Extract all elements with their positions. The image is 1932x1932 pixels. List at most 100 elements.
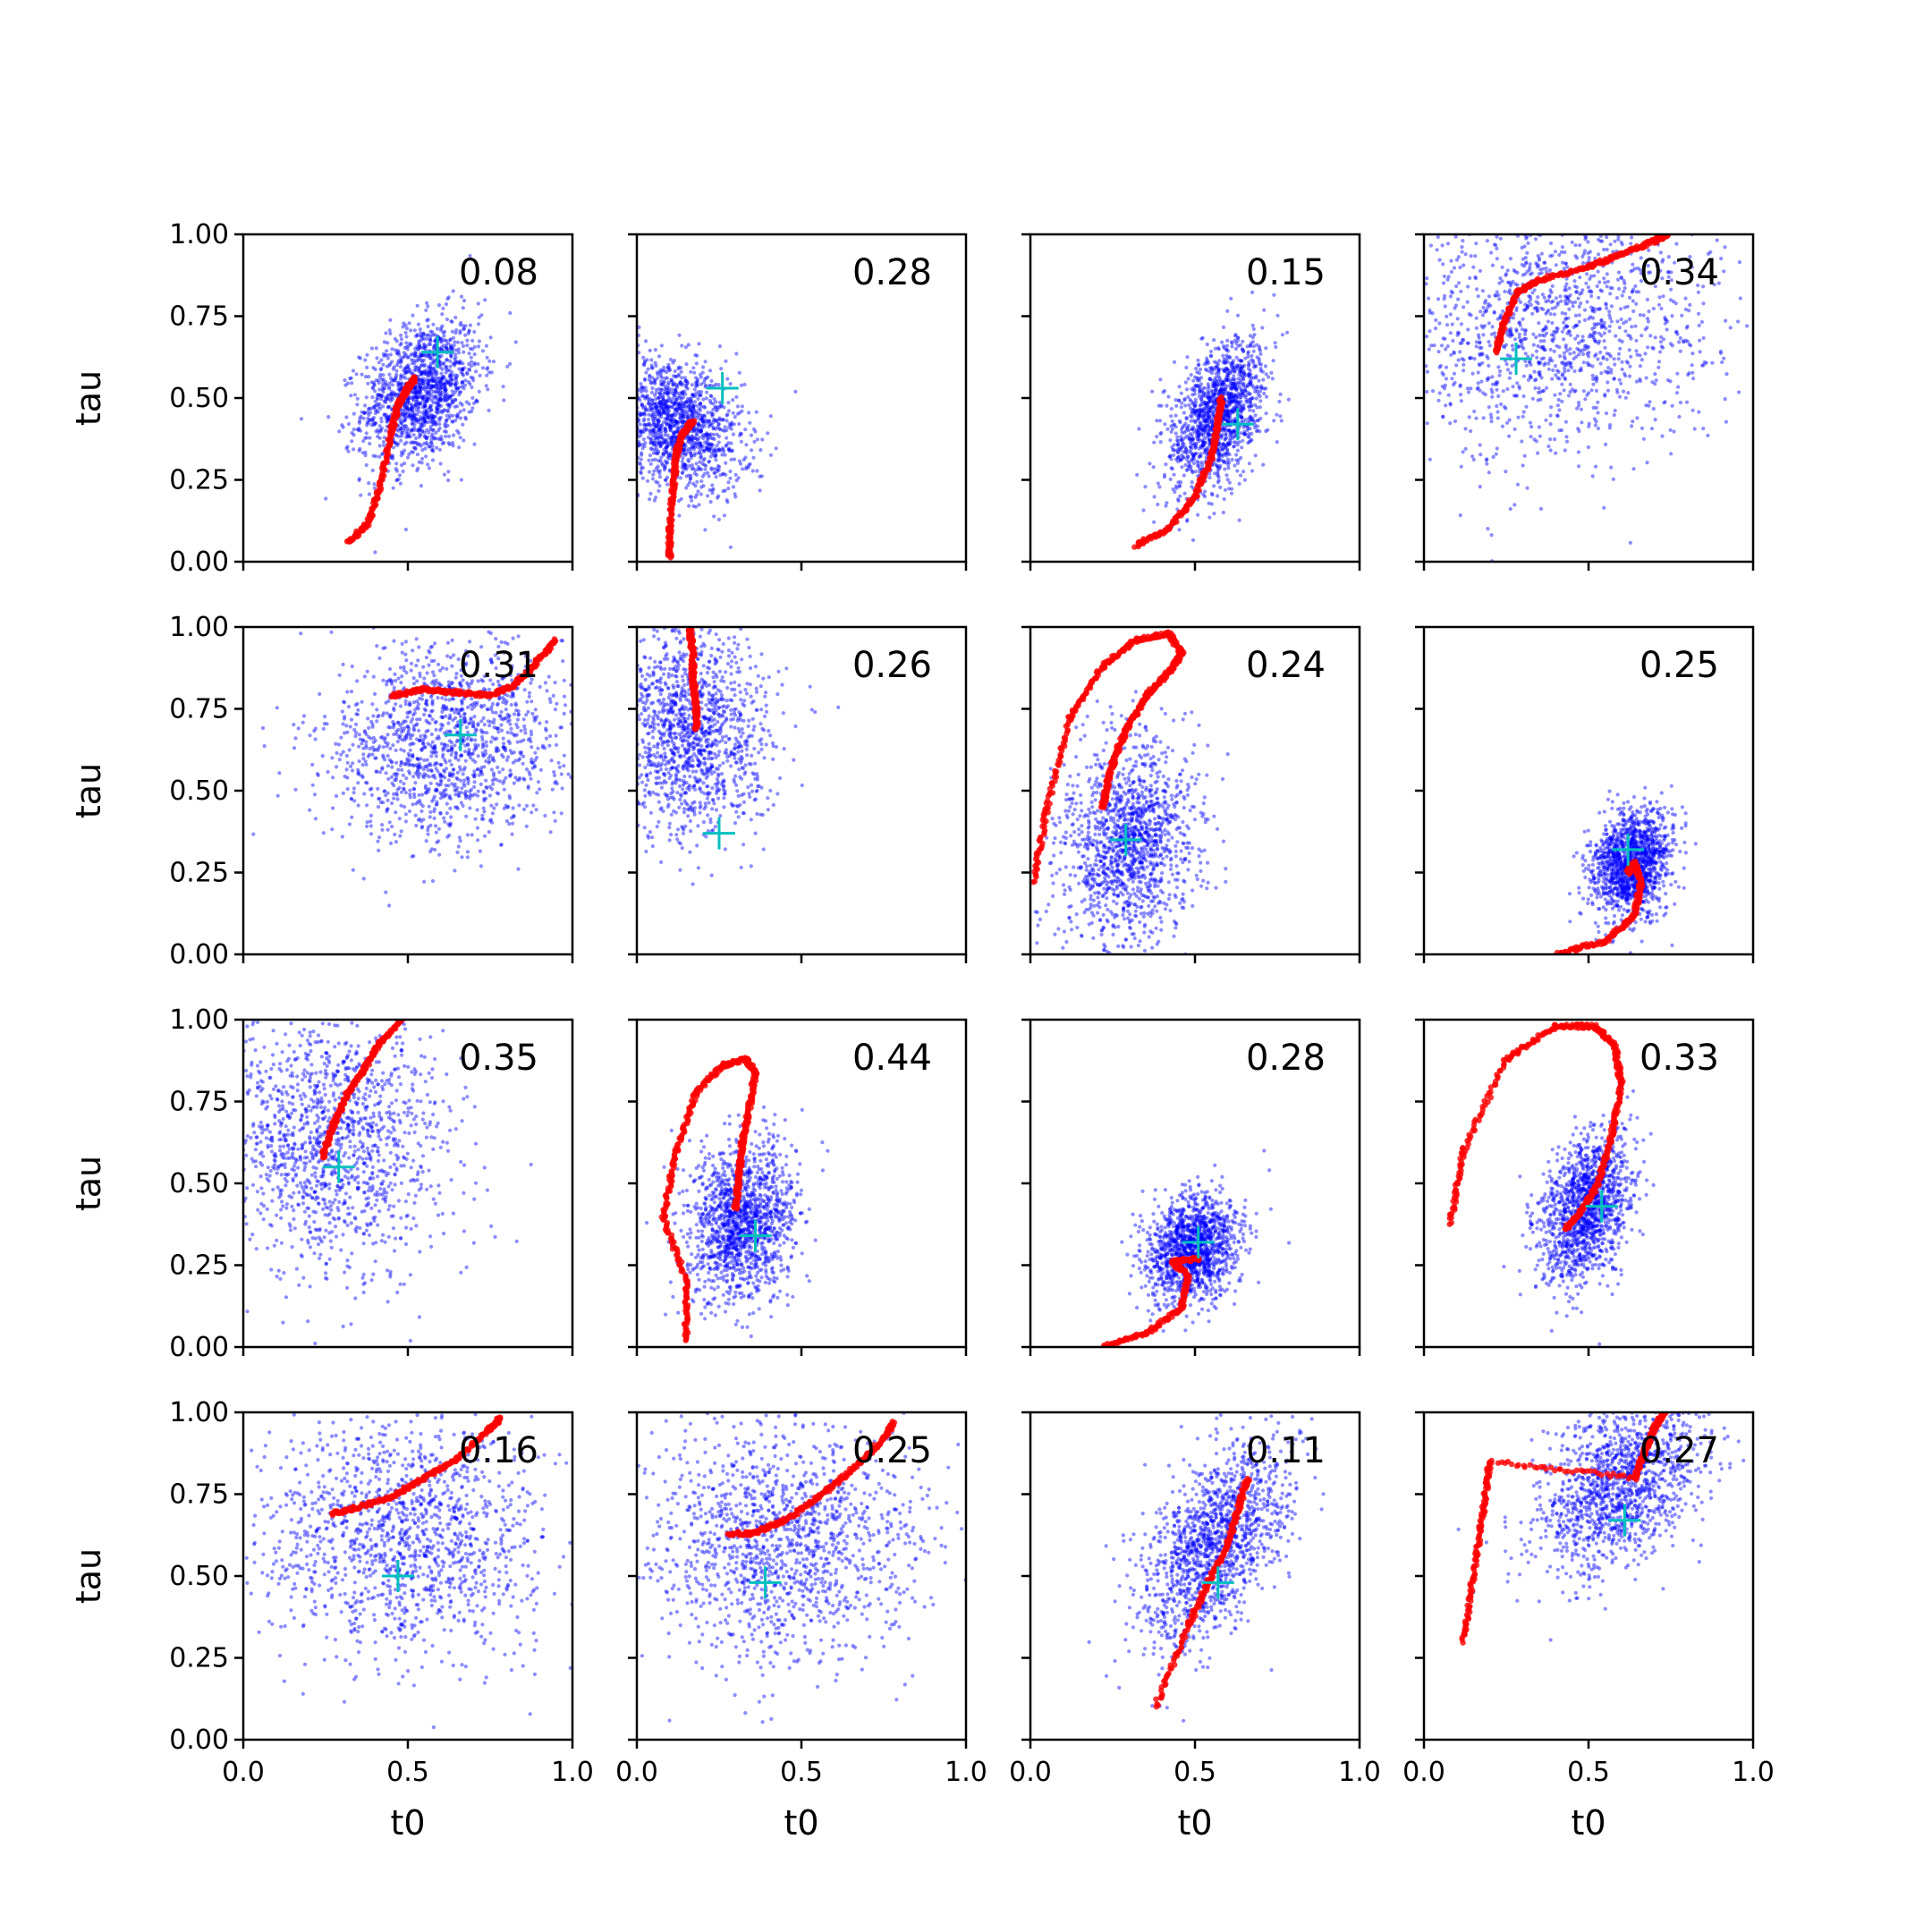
sample-point — [709, 442, 714, 446]
sample-point — [654, 409, 658, 413]
sample-point — [1190, 452, 1195, 457]
sample-point — [693, 352, 698, 358]
sample-point — [688, 477, 693, 481]
sample-point — [402, 448, 407, 453]
sample-point — [655, 404, 659, 410]
sample-point — [432, 436, 436, 441]
sample-point — [1479, 324, 1484, 328]
sample-point — [1196, 430, 1200, 435]
sample-point — [434, 430, 438, 436]
sample-point — [714, 453, 718, 458]
sample-point — [679, 402, 683, 407]
sample-point — [388, 318, 393, 322]
sample-point — [402, 462, 407, 466]
sample-point — [1212, 409, 1216, 413]
sample-point — [698, 408, 703, 412]
sample-point — [1226, 409, 1231, 413]
sample-point — [665, 451, 670, 456]
sample-point — [1201, 410, 1206, 414]
sample-point — [665, 482, 670, 487]
sample-point — [1534, 377, 1538, 382]
sample-point — [485, 367, 489, 371]
sample-point — [1219, 434, 1224, 438]
sample-point — [652, 440, 657, 445]
sample-point — [345, 445, 350, 449]
sample-point — [429, 352, 434, 357]
sample-point — [1205, 361, 1209, 366]
sample-point — [1206, 445, 1210, 450]
sample-point — [1209, 353, 1214, 358]
sample-point — [428, 343, 433, 347]
sample-point — [407, 343, 411, 348]
sample-point — [431, 360, 436, 364]
sample-point — [1219, 384, 1224, 388]
sample-point — [1199, 427, 1203, 431]
sample-point — [1218, 485, 1223, 490]
sample-point — [1215, 384, 1219, 388]
sample-point — [1559, 299, 1563, 303]
sample-point — [1187, 428, 1191, 433]
sample-point — [1233, 463, 1237, 468]
sample-point — [406, 399, 411, 403]
sample-point — [444, 343, 448, 347]
sample-point — [1459, 464, 1463, 469]
sample-point — [684, 382, 690, 386]
sample-point — [673, 407, 677, 411]
sample-point — [686, 435, 691, 439]
sample-point — [1183, 450, 1188, 454]
sample-point — [442, 472, 446, 477]
sample-point — [1191, 393, 1195, 397]
sample-point — [657, 403, 662, 408]
sample-point — [394, 392, 398, 396]
sample-point — [431, 366, 436, 371]
sample-point — [425, 333, 429, 337]
sample-point — [1219, 389, 1224, 394]
sample-point — [1224, 407, 1229, 411]
sample-point — [1254, 396, 1258, 401]
sample-point — [419, 386, 424, 391]
sample-point — [681, 456, 685, 461]
sample-point — [402, 428, 406, 432]
sample-point — [695, 377, 700, 382]
sample-point — [395, 393, 400, 397]
sample-point — [1254, 386, 1258, 392]
sample-point — [1189, 451, 1193, 455]
sample-point — [695, 436, 699, 441]
sample-point — [716, 418, 721, 422]
sample-point — [1513, 503, 1517, 507]
sample-point — [1607, 309, 1612, 314]
sample-point — [417, 435, 421, 439]
sample-point — [1275, 412, 1279, 417]
sample-point — [694, 383, 699, 387]
sample-point — [372, 382, 377, 386]
sample-point — [1239, 369, 1243, 374]
sample-point — [434, 376, 438, 380]
sample-point — [1210, 378, 1215, 383]
sample-point — [362, 411, 367, 415]
sample-point — [1208, 471, 1212, 476]
sample-point — [689, 369, 693, 374]
sample-point — [655, 408, 659, 412]
sample-point — [417, 377, 421, 381]
sample-point — [1196, 430, 1200, 435]
sample-point — [466, 331, 470, 335]
sample-point — [405, 404, 410, 409]
sample-point — [660, 402, 665, 407]
sample-point — [646, 479, 650, 483]
sample-point — [641, 362, 647, 367]
sample-point — [449, 354, 453, 359]
sample-point — [690, 434, 694, 438]
sample-point — [1253, 363, 1258, 368]
sample-point — [664, 404, 668, 410]
sample-point — [458, 331, 462, 335]
sample-point — [748, 420, 752, 425]
sample-point — [402, 369, 406, 373]
sample-point — [411, 428, 416, 433]
sample-point — [673, 423, 677, 428]
sample-point — [1198, 407, 1202, 412]
sample-point — [1216, 475, 1221, 479]
sample-point — [1199, 427, 1204, 431]
sample-point — [1179, 391, 1183, 395]
sample-point — [399, 462, 404, 468]
sample-point — [1251, 409, 1256, 413]
